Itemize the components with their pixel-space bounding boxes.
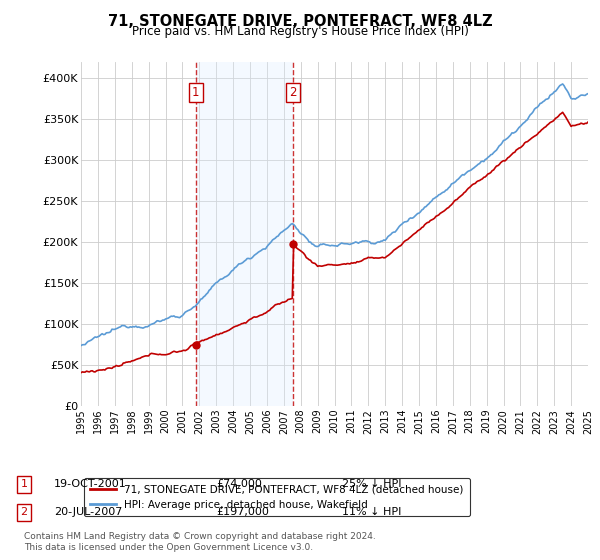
Bar: [196, 62, 293, 406]
Text: 20-JUL-2007: 20-JUL-2007: [54, 507, 122, 517]
Text: Price paid vs. HM Land Registry's House Price Index (HPI): Price paid vs. HM Land Registry's House …: [131, 25, 469, 38]
Text: 1: 1: [20, 479, 28, 489]
Text: 71, STONEGATE DRIVE, PONTEFRACT, WF8 4LZ: 71, STONEGATE DRIVE, PONTEFRACT, WF8 4LZ: [107, 14, 493, 29]
Text: 19-OCT-2001: 19-OCT-2001: [54, 479, 127, 489]
Text: £74,000: £74,000: [216, 479, 262, 489]
Text: 25% ↓ HPI: 25% ↓ HPI: [342, 479, 401, 489]
Text: 2: 2: [289, 86, 297, 99]
Text: 2: 2: [20, 507, 28, 517]
Text: £197,000: £197,000: [216, 507, 269, 517]
Legend: 71, STONEGATE DRIVE, PONTEFRACT, WF8 4LZ (detached house), HPI: Average price, d: 71, STONEGATE DRIVE, PONTEFRACT, WF8 4LZ…: [83, 478, 470, 516]
Text: Contains HM Land Registry data © Crown copyright and database right 2024.
This d: Contains HM Land Registry data © Crown c…: [24, 532, 376, 552]
Text: 1: 1: [192, 86, 200, 99]
Text: 11% ↓ HPI: 11% ↓ HPI: [342, 507, 401, 517]
